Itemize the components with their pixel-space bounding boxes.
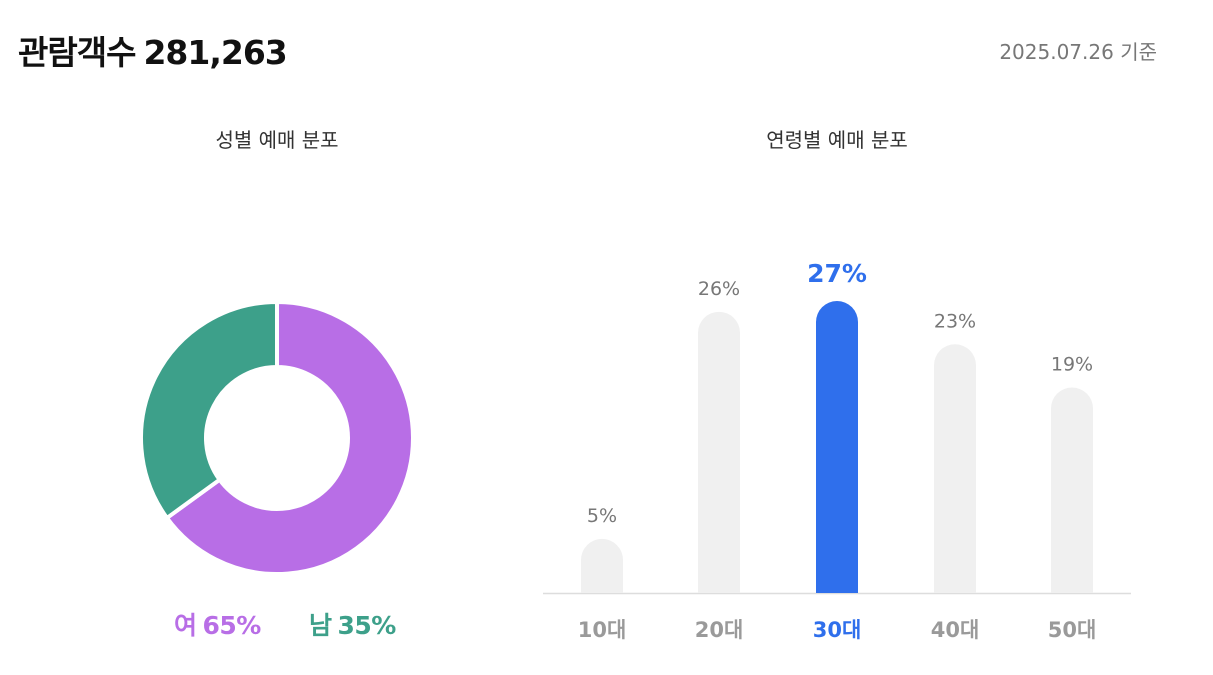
legend-female: 여 65%: [174, 606, 261, 642]
bar-40대: [934, 344, 976, 593]
x-tick-label: 30대: [813, 618, 862, 642]
bar-10대: [581, 538, 623, 593]
donut-slice-female: [164, 300, 415, 576]
header: 관람객수 281,263 2025.07.26 기준: [18, 26, 1157, 72]
bar-50대: [1051, 387, 1093, 593]
x-tick-label: 50대: [1048, 618, 1097, 642]
x-tick-label: 40대: [931, 618, 980, 642]
legend-male-name: 남: [309, 611, 332, 640]
legend-male: 남 35%: [309, 606, 396, 642]
audience-count-value: 281,263: [143, 33, 287, 72]
audience-count-label: 관람객수: [18, 33, 136, 72]
age-chart-title: 연령별 예매 분포: [766, 128, 908, 152]
bar-value-label: 19%: [1051, 354, 1093, 376]
bar-30대: [816, 301, 858, 593]
x-tick-label: 20대: [695, 618, 744, 642]
legend-female-pct: 65%: [202, 611, 262, 640]
donut-slice-male: [139, 300, 279, 520]
bar-value-label: 5%: [587, 505, 617, 527]
bar-value-label: 23%: [934, 310, 976, 332]
bar-value-label: 27%: [807, 259, 867, 288]
bar-value-label: 26%: [698, 278, 740, 300]
reference-date: 2025.07.26 기준: [999, 40, 1157, 64]
legend-male-pct: 35%: [337, 611, 397, 640]
audience-count-title: 관람객수 281,263: [18, 26, 288, 74]
x-tick-label: 10대: [578, 618, 627, 642]
gender-chart-title: 성별 예매 분포: [215, 128, 339, 152]
legend-female-name: 여: [174, 611, 197, 640]
bar-20대: [698, 311, 740, 593]
